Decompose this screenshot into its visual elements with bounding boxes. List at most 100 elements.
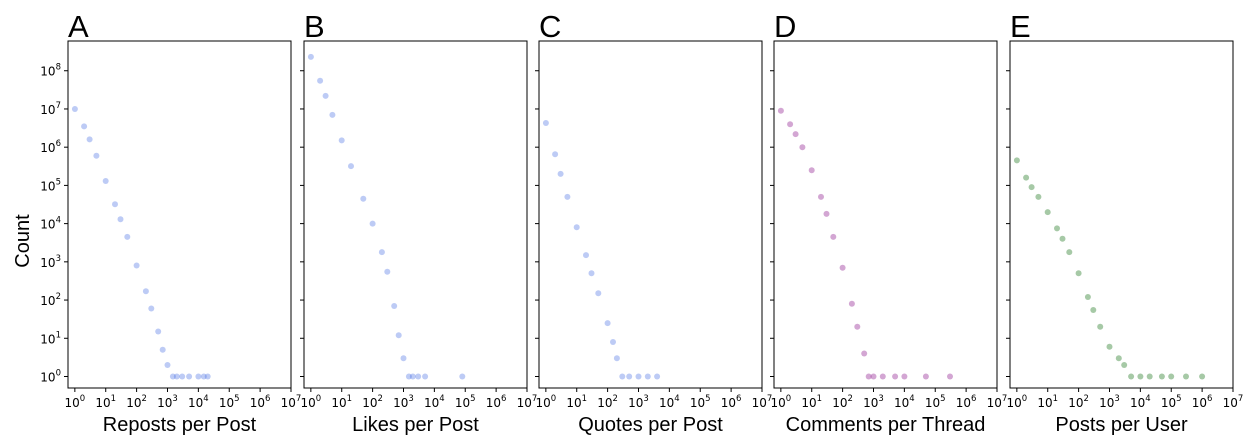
x-tick-label: 104 — [424, 394, 445, 410]
data-point — [317, 77, 324, 84]
data-point — [1121, 362, 1128, 368]
x-tick-label: 107 — [517, 394, 538, 410]
data-point — [384, 268, 391, 275]
data-point — [604, 320, 611, 327]
data-point — [378, 249, 385, 256]
x-tick-label: 103 — [863, 394, 884, 410]
data-point — [1084, 294, 1091, 300]
data-point — [155, 328, 162, 335]
data-point — [839, 264, 846, 271]
data-point — [1028, 184, 1035, 191]
data-point — [405, 373, 412, 380]
data-point — [1137, 373, 1144, 380]
data-point — [391, 303, 398, 309]
x-tick-label: 107 — [1223, 394, 1244, 410]
x-tick-label: 107 — [281, 394, 302, 410]
data-point — [204, 373, 211, 380]
x-tick-label: 102 — [126, 394, 147, 410]
data-point — [1106, 343, 1113, 350]
data-point — [1183, 373, 1189, 380]
x-tick-label: 101 — [95, 394, 116, 410]
data-point — [124, 233, 131, 240]
x-tick-label: 102 — [832, 394, 853, 410]
data-point — [654, 373, 661, 380]
x-tick-label: 104 — [188, 394, 209, 410]
y-tick-label: 107 — [40, 101, 61, 117]
axes-frame — [1009, 40, 1234, 389]
data-point — [922, 373, 929, 380]
data-point — [787, 121, 794, 128]
x-axis-label: Posts per User — [1055, 414, 1188, 436]
data-point — [619, 373, 626, 380]
x-axis-label: Reposts per Post — [103, 414, 257, 436]
data-point — [93, 152, 100, 159]
data-point — [148, 305, 155, 312]
x-tick-label: 104 — [894, 394, 915, 410]
data-point — [186, 373, 193, 380]
data-point — [799, 144, 806, 151]
x-tick-label: 102 — [597, 394, 618, 410]
data-point — [870, 373, 877, 380]
x-tick-label: 106 — [956, 394, 977, 410]
panel-label: A — [68, 9, 89, 44]
data-point — [1035, 193, 1042, 200]
x-axis-label: Comments per Thread — [786, 414, 986, 436]
data-point — [1023, 174, 1030, 181]
panel-a: A 100 101 102 103 104 105 106 107 100 101 102 103 104… — [40, 9, 301, 436]
data-point — [409, 373, 416, 380]
y-tick-label: 101 — [40, 330, 61, 346]
x-tick-label: 101 — [331, 394, 352, 410]
axes-frame — [303, 40, 528, 389]
data-point — [947, 373, 953, 380]
data-point — [892, 373, 899, 380]
data-point — [415, 373, 422, 380]
axes-frame — [538, 40, 763, 389]
data-point — [1059, 235, 1066, 242]
data-point — [830, 233, 837, 240]
x-tick-label: 105 — [455, 394, 476, 410]
data-point — [117, 216, 124, 223]
data-point — [422, 373, 429, 380]
data-point — [395, 332, 402, 339]
data-point — [133, 262, 140, 269]
data-point — [854, 323, 861, 330]
data-point — [173, 373, 180, 380]
panel-e: E 100 101 102 103 104 105 106 107 Posts per User — [1006, 9, 1243, 436]
data-point — [1054, 225, 1060, 232]
panel-label: C — [539, 9, 561, 44]
y-axis-label: Count — [12, 214, 34, 268]
x-tick-label: 103 — [157, 394, 178, 410]
data-point — [360, 195, 367, 202]
data-point — [200, 373, 207, 380]
x-tick-label: 100 — [64, 394, 85, 410]
x-tick-label: 100 — [535, 394, 556, 410]
data-point — [777, 107, 784, 114]
axes-frame — [773, 40, 998, 389]
data-point — [644, 373, 651, 380]
data-point — [823, 210, 830, 217]
data-point — [595, 290, 602, 297]
data-point — [329, 111, 336, 118]
x-tick-label: 106 — [721, 394, 742, 410]
data-point — [348, 163, 354, 170]
y-tick-label: 103 — [40, 254, 61, 270]
data-point — [1066, 249, 1073, 256]
x-tick-label: 100 — [770, 394, 791, 410]
data-point — [901, 373, 908, 380]
data-point — [1044, 209, 1051, 216]
data-point — [573, 224, 580, 231]
data-point — [861, 350, 868, 357]
x-tick-label: 104 — [1130, 394, 1151, 410]
data-point — [86, 136, 93, 143]
y-tick-label: 108 — [40, 63, 61, 79]
y-tick-label: 105 — [40, 177, 61, 193]
data-point — [81, 123, 88, 130]
x-tick-label: 102 — [1068, 394, 1089, 410]
x-tick-label: 107 — [987, 394, 1008, 410]
data-point — [564, 193, 571, 200]
data-point — [1097, 323, 1104, 330]
data-point — [338, 137, 345, 144]
data-point — [808, 167, 815, 174]
data-point — [557, 170, 564, 177]
x-tick-label: 101 — [566, 394, 587, 410]
